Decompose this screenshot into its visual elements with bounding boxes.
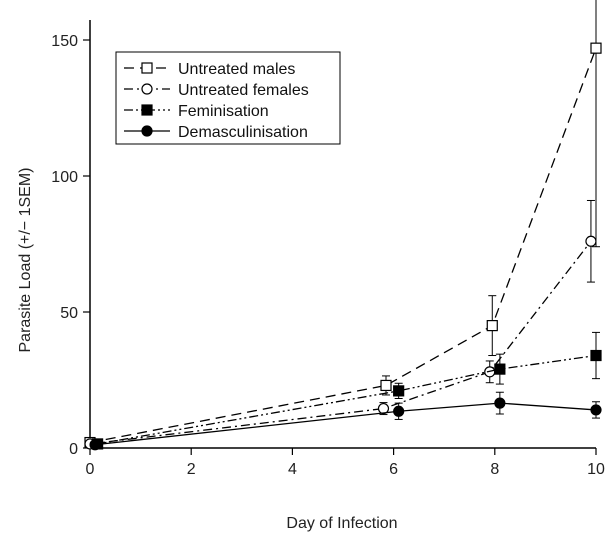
series-line-3 (94, 402, 597, 446)
data-point-0-2 (486, 320, 498, 332)
legend-box (115, 51, 341, 145)
data-point-0-3 (590, 42, 602, 54)
x-tick-label-3: 6 (389, 461, 398, 478)
legend-item-1: Untreated females (124, 82, 309, 99)
x-tick-label-1: 2 (187, 461, 196, 478)
y-axis-label: Parasite Load (+/− 1SEM) (17, 168, 34, 353)
series-line-0 (89, 47, 597, 444)
series-layer (84, 0, 602, 451)
series-line-1 (89, 240, 592, 445)
y-tick-label-2: 100 (51, 169, 78, 186)
legend-marker-1 (141, 83, 153, 95)
y-tick-label-1: 50 (60, 305, 78, 322)
data-point-3-0 (89, 439, 101, 451)
x-axis-label: Day of Infection (286, 515, 397, 532)
series-2 (91, 331, 602, 450)
data-point-0-1 (380, 379, 392, 392)
y-tick-label-0: 0 (69, 441, 78, 458)
legend-items: Untreated males Untreated females Feminisa… (124, 61, 309, 141)
legend: Untreated males Untreated females Feminisa… (115, 51, 341, 145)
x-tick-label-5: 10 (587, 461, 605, 478)
x-tick-label-2: 4 (288, 461, 297, 478)
data-point-3-3 (590, 404, 602, 416)
legend-marker-2 (141, 104, 153, 116)
x-ticks: 0 2 4 6 8 10 (86, 448, 605, 478)
x-tick-label-4: 8 (490, 461, 499, 478)
plot-area: 0 2 4 6 8 10 0 50 100 150 (51, 0, 605, 478)
legend-label-1: Untreated females (178, 82, 309, 99)
legend-label-2: Feminisation (178, 103, 269, 120)
series-1 (84, 199, 597, 450)
data-point-1-3 (585, 235, 597, 247)
x-tick-label-0: 0 (86, 461, 95, 478)
data-point-3-1 (393, 405, 405, 417)
data-point-2-1 (393, 385, 405, 397)
series-line-2 (97, 354, 597, 445)
y-ticks: 0 50 100 150 (51, 33, 90, 458)
legend-label-3: Demasculinisation (178, 124, 308, 141)
legend-item-3: Demasculinisation (124, 124, 308, 141)
series-3 (89, 391, 602, 451)
legend-label-0: Untreated males (178, 61, 295, 78)
data-point-2-3 (590, 349, 602, 362)
data-point-2-2 (494, 363, 506, 375)
legend-item-0: Untreated males (124, 61, 295, 78)
y-tick-label-3: 150 (51, 33, 78, 50)
legend-marker-3 (141, 125, 153, 137)
legend-marker-0 (141, 62, 153, 74)
data-point-3-2 (494, 397, 506, 409)
legend-item-2: Feminisation (124, 103, 269, 120)
